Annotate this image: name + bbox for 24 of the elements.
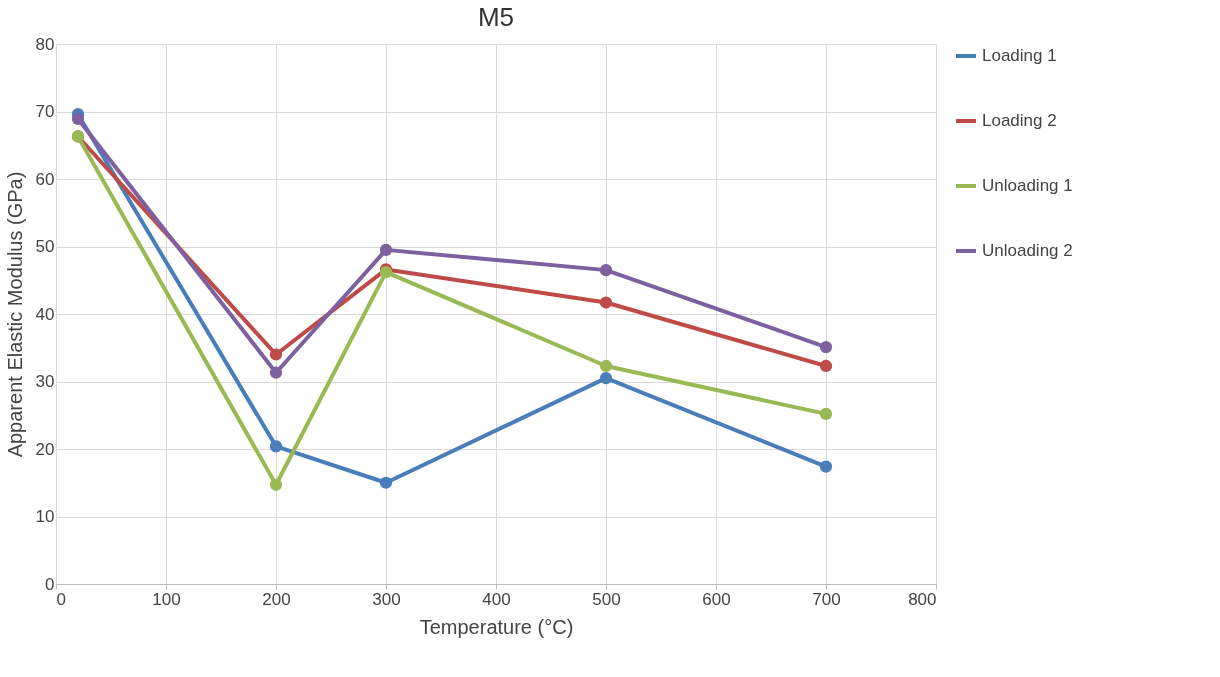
y-tick-label: 10	[35, 507, 55, 526]
legend-label: Loading 2	[982, 111, 1057, 130]
chart-title: M5	[477, 2, 515, 32]
y-tick-label: 80	[35, 34, 55, 54]
y-tick-label: 50	[35, 237, 55, 256]
x-tick-label: 800	[908, 589, 937, 609]
legend-label: Unloading 2	[982, 241, 1073, 260]
x-tick-label: 200	[262, 589, 291, 609]
legend-label: Loading 1	[982, 46, 1057, 65]
y-tick-label: 20	[35, 439, 55, 459]
legend-label: Unloading 1	[982, 176, 1073, 195]
y-tick-label: 30	[35, 372, 55, 391]
x-tick-label: 500	[592, 589, 621, 609]
x-tick-label: 400	[482, 589, 511, 609]
x-tick-label: 700	[812, 589, 841, 609]
y-axis-title: Apparent Elastic Modulus (GPa)	[3, 171, 26, 458]
x-tick-label: 600	[702, 589, 731, 609]
y-tick-label: 60	[35, 169, 55, 189]
x-tick-label: 300	[372, 589, 401, 609]
y-tick-label: 70	[35, 102, 55, 121]
y-tick-label: 0	[45, 574, 55, 594]
x-tick-label: 100	[152, 589, 181, 609]
y-tick-label: 40	[35, 304, 55, 324]
x-axis-title: Temperature (°C)	[419, 615, 574, 638]
